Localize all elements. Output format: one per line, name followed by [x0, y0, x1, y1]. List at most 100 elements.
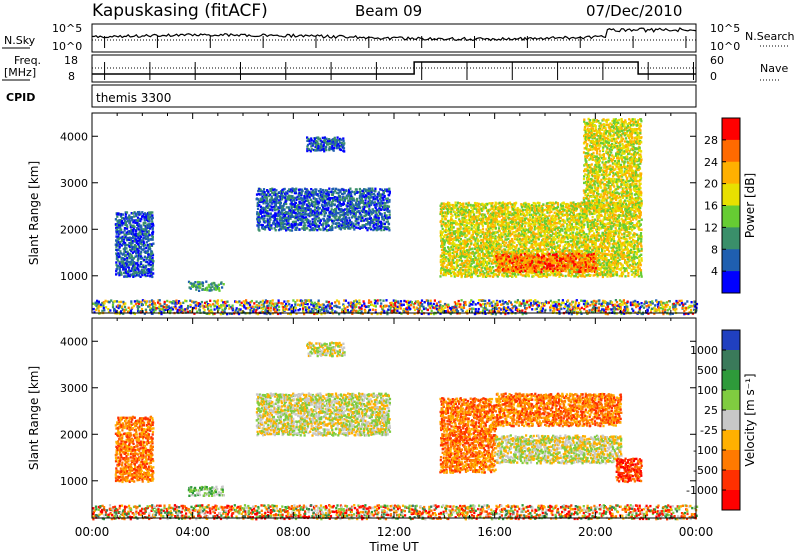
power-echo-pixel — [447, 225, 450, 228]
power-echo-pixel — [517, 217, 520, 220]
power-echo-pixel — [301, 209, 304, 212]
power-echo-pixel — [454, 255, 457, 258]
power-echo-pixel — [150, 267, 153, 270]
power-echo-pixel — [281, 219, 284, 222]
power-echo-pixel — [131, 255, 134, 259]
power-echo-pixel — [296, 213, 299, 216]
power-echo-pixel — [471, 247, 474, 250]
power-echo-pixel — [301, 213, 304, 216]
power-echo-pixel — [538, 213, 541, 216]
power-echo-pixel — [149, 254, 152, 257]
power-echo-pixel — [283, 216, 286, 220]
power-echo-pixel — [206, 286, 209, 289]
power-echo-pixel — [361, 216, 364, 220]
power-echo-pixel — [549, 245, 552, 248]
power-echo-pixel — [518, 238, 521, 241]
power-echo-pixel — [303, 187, 307, 190]
power-echo-pixel — [524, 229, 527, 233]
power-echo-pixel — [458, 205, 461, 208]
power-echo-pixel — [122, 231, 125, 234]
power-echo-pixel — [149, 227, 152, 230]
station-title: Kapuskasing (fitACF) — [92, 1, 268, 21]
power-echo-pixel — [117, 252, 120, 255]
power-echo-pixel — [327, 202, 331, 205]
power-echo-pixel — [363, 205, 366, 209]
power-echo-pixel — [151, 252, 154, 255]
power-echo-pixel — [475, 242, 478, 245]
power-echo-pixel — [539, 258, 542, 262]
power-echo-pixel — [281, 213, 284, 216]
power-echo-pixel — [313, 214, 316, 217]
power-echo-pixel — [285, 227, 288, 230]
power-echo-pixel — [369, 223, 372, 227]
power-echo-pixel — [505, 250, 508, 254]
power-echo-pixel — [505, 274, 508, 278]
power-echo-pixel — [535, 219, 539, 222]
power-echo-pixel — [296, 195, 299, 199]
power-echo-pixel — [502, 220, 505, 224]
power-echo-pixel — [506, 208, 509, 212]
power-echo-pixel — [118, 255, 121, 258]
power-echo-pixel — [134, 274, 137, 278]
power-echo-pixel — [504, 248, 507, 251]
power-echo-pixel — [523, 202, 526, 205]
power-echo-pixel — [381, 222, 384, 225]
power-echo-pixel — [361, 224, 364, 227]
power-echo-pixel — [487, 247, 490, 250]
power-echo-pixel — [530, 213, 533, 216]
power-echo-pixel — [361, 193, 364, 196]
power-echo-pixel — [123, 227, 126, 230]
power-echo-pixel — [476, 238, 479, 241]
power-echo-pixel — [262, 206, 265, 210]
power-echo-pixel — [481, 220, 484, 223]
power-echo-pixel — [194, 284, 197, 287]
power-echo-pixel — [351, 207, 354, 210]
power-echo-pixel — [528, 213, 531, 216]
power-echo-pixel — [116, 228, 119, 231]
power-echo-pixel — [133, 265, 136, 269]
power-echo-pixel — [261, 215, 264, 218]
power-echo-pixel — [491, 251, 494, 255]
power-echo-pixel — [126, 216, 129, 219]
power-echo-pixel — [131, 241, 134, 245]
power-echo-pixel — [133, 271, 136, 274]
power-echo-pixel — [558, 275, 561, 278]
power-echo-pixel — [517, 239, 520, 243]
power-echo-pixel — [494, 251, 497, 254]
power-echo-pixel — [298, 228, 301, 231]
freq-unit-label: [MHz] — [4, 66, 36, 79]
power-echo-pixel — [546, 227, 549, 230]
power-echo-pixel — [494, 237, 497, 241]
power-echo-pixel — [363, 225, 366, 228]
power-echo-pixel — [380, 228, 383, 232]
power-echo-pixel — [140, 226, 143, 229]
power-echo-pixel — [144, 265, 148, 268]
power-echo-pixel — [303, 228, 306, 231]
power-echo-pixel — [382, 218, 385, 221]
power-echo-pixel — [453, 231, 457, 235]
power-echo-pixel — [541, 251, 544, 254]
power-echo-pixel — [477, 264, 480, 267]
power-echo-pixel — [342, 196, 345, 199]
power-echo-pixel — [540, 241, 543, 244]
power-echo-pixel — [447, 222, 450, 225]
power-echo-pixel — [300, 218, 303, 221]
power-echo-pixel — [539, 235, 542, 238]
power-echo-pixel — [325, 192, 328, 195]
power-echo-pixel — [530, 272, 533, 275]
power-echo-pixel — [333, 144, 336, 147]
power-echo-pixel — [128, 238, 131, 242]
power-echo-pixel — [375, 211, 378, 214]
power-echo-pixel — [314, 206, 317, 209]
power-echo-pixel — [482, 242, 485, 245]
power-echo-pixel — [315, 149, 318, 152]
power-echo-pixel — [463, 246, 466, 249]
power-echo-pixel — [475, 267, 479, 270]
power-echo-pixel — [449, 261, 452, 264]
power-echo-pixel — [513, 222, 516, 226]
power-echo-pixel — [259, 210, 262, 213]
power-echo-pixel — [485, 217, 488, 221]
power-echo-pixel — [508, 271, 511, 274]
power-echo-pixel — [531, 218, 534, 221]
power-echo-pixel — [313, 212, 316, 215]
